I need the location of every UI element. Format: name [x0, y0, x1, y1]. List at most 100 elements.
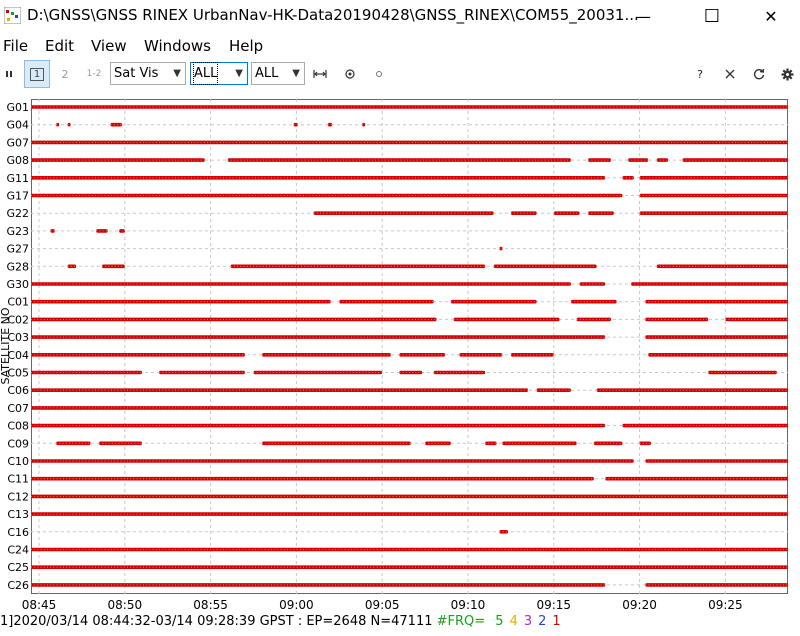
observation-filter-select[interactable]: ALL ▼	[251, 62, 305, 85]
visibility-segment	[499, 530, 509, 534]
frequency-3: 3	[523, 614, 533, 629]
plot12-button[interactable]: 1-2	[82, 62, 106, 86]
close-plot-button[interactable]	[720, 62, 740, 86]
close-window-button[interactable]: ✕	[749, 0, 793, 32]
visibility-segment	[450, 299, 537, 304]
close-icon: ✕	[764, 6, 778, 26]
minimize-icon: —	[635, 6, 651, 26]
y-tick-label: G30	[6, 278, 29, 291]
visibility-segment	[293, 122, 298, 127]
y-tick-label: G23	[6, 225, 29, 238]
series-c26	[31, 583, 788, 587]
visibility-segment	[31, 299, 331, 304]
visibility-segment	[510, 353, 554, 357]
plot1-button[interactable]: 1	[24, 60, 50, 88]
plot12-label: 1-2	[86, 69, 102, 79]
menu-bar: File Edit View Windows Help	[0, 34, 800, 58]
visibility-segment	[31, 193, 623, 198]
small-dot-icon	[376, 71, 382, 77]
y-tick-label: C05	[7, 367, 29, 380]
series-g28	[67, 264, 788, 269]
plot2-label: 2	[61, 67, 69, 81]
y-tick-label: G27	[6, 243, 29, 256]
minimize-button[interactable]: —	[621, 0, 665, 32]
app-icon	[4, 7, 21, 24]
window-title: D:\GNSS\GNSS RINEX UrbanNav-HK-Data20190…	[27, 6, 639, 24]
series-c06	[31, 388, 788, 392]
visibility-segment	[362, 122, 366, 127]
status-frq-label: #FRQ=	[436, 614, 486, 629]
series-c01	[31, 299, 788, 304]
visibility-segment	[593, 441, 623, 446]
menu-view[interactable]: View	[91, 37, 127, 55]
satellite-filter-value: ALL	[192, 62, 219, 85]
plot2-button[interactable]: 2	[55, 62, 75, 86]
fit-horizontal-button[interactable]	[310, 62, 330, 86]
status-prefix: 1]	[0, 614, 14, 629]
x-tick-label: 09:25	[708, 598, 743, 612]
x-tick-label: 08:55	[193, 598, 228, 612]
visibility-segment	[639, 441, 652, 446]
satellite-filter-select[interactable]: ALL ▼	[190, 62, 248, 85]
chevron-down-icon: ▼	[173, 68, 181, 79]
y-tick-label: C02	[7, 313, 29, 326]
y-tick-label: C04	[7, 349, 29, 362]
menu-edit[interactable]: Edit	[45, 37, 75, 55]
refresh-button[interactable]	[749, 62, 769, 86]
visibility-segment	[50, 229, 55, 233]
series-c03	[31, 335, 788, 339]
grid-lines	[31, 99, 788, 594]
series-c05	[31, 370, 777, 375]
y-tick-label: C11	[7, 473, 29, 486]
y-tick-label: C01	[7, 296, 29, 309]
pause-icon	[6, 71, 12, 77]
frequency-4: 4	[509, 614, 518, 629]
visibility-segment	[230, 264, 486, 269]
visibility-segment	[327, 122, 333, 127]
close-x-icon	[725, 69, 735, 79]
x-tick-label: 08:45	[22, 598, 57, 612]
series-c04	[31, 353, 788, 357]
help-label: ?	[697, 67, 703, 81]
visibility-segment	[67, 264, 77, 269]
visibility-segment	[31, 335, 606, 339]
show-points-button[interactable]	[369, 62, 389, 86]
series-g27	[499, 246, 503, 251]
menu-file[interactable]: File	[3, 37, 29, 55]
y-tick-label: G11	[6, 172, 29, 185]
visibility-segment	[31, 388, 529, 392]
satellite-visibility-plot-area[interactable]	[31, 99, 788, 594]
visibility-segment	[31, 353, 245, 357]
series-c09	[56, 441, 652, 446]
pause-button[interactable]	[2, 62, 16, 86]
series-g17	[31, 193, 788, 198]
series-c25	[31, 565, 788, 569]
visibility-segment	[596, 388, 788, 392]
settings-gear-icon	[781, 68, 793, 80]
visibility-segment	[399, 370, 423, 375]
visibility-segment	[645, 317, 709, 322]
maximize-icon: ☐	[703, 5, 721, 27]
visibility-segment	[31, 476, 594, 481]
plot-type-select[interactable]: Sat Vis ▼	[110, 62, 186, 85]
series-c24	[31, 547, 788, 552]
help-button[interactable]: ?	[690, 62, 710, 86]
menu-help[interactable]: Help	[229, 37, 264, 55]
fit-horizontal-icon	[313, 70, 327, 78]
x-tick-label: 09:10	[451, 598, 486, 612]
settings-button[interactable]	[777, 62, 797, 86]
series-c07	[31, 406, 788, 410]
y-tick-label: C24	[7, 544, 29, 557]
maximize-button[interactable]: ☐	[690, 0, 734, 32]
y-tick-label: C13	[7, 508, 29, 521]
plot1-label: 1	[29, 67, 45, 81]
y-tick-label: C10	[7, 455, 29, 468]
menu-windows[interactable]: Windows	[144, 37, 211, 55]
visibility-segment	[656, 264, 788, 269]
y-tick-label: G01	[6, 101, 29, 114]
visibility-segment	[339, 299, 434, 304]
visibility-segment	[682, 158, 788, 162]
visibility-segment	[67, 122, 71, 127]
series-c10	[31, 459, 788, 463]
center-target-button[interactable]	[340, 62, 360, 86]
